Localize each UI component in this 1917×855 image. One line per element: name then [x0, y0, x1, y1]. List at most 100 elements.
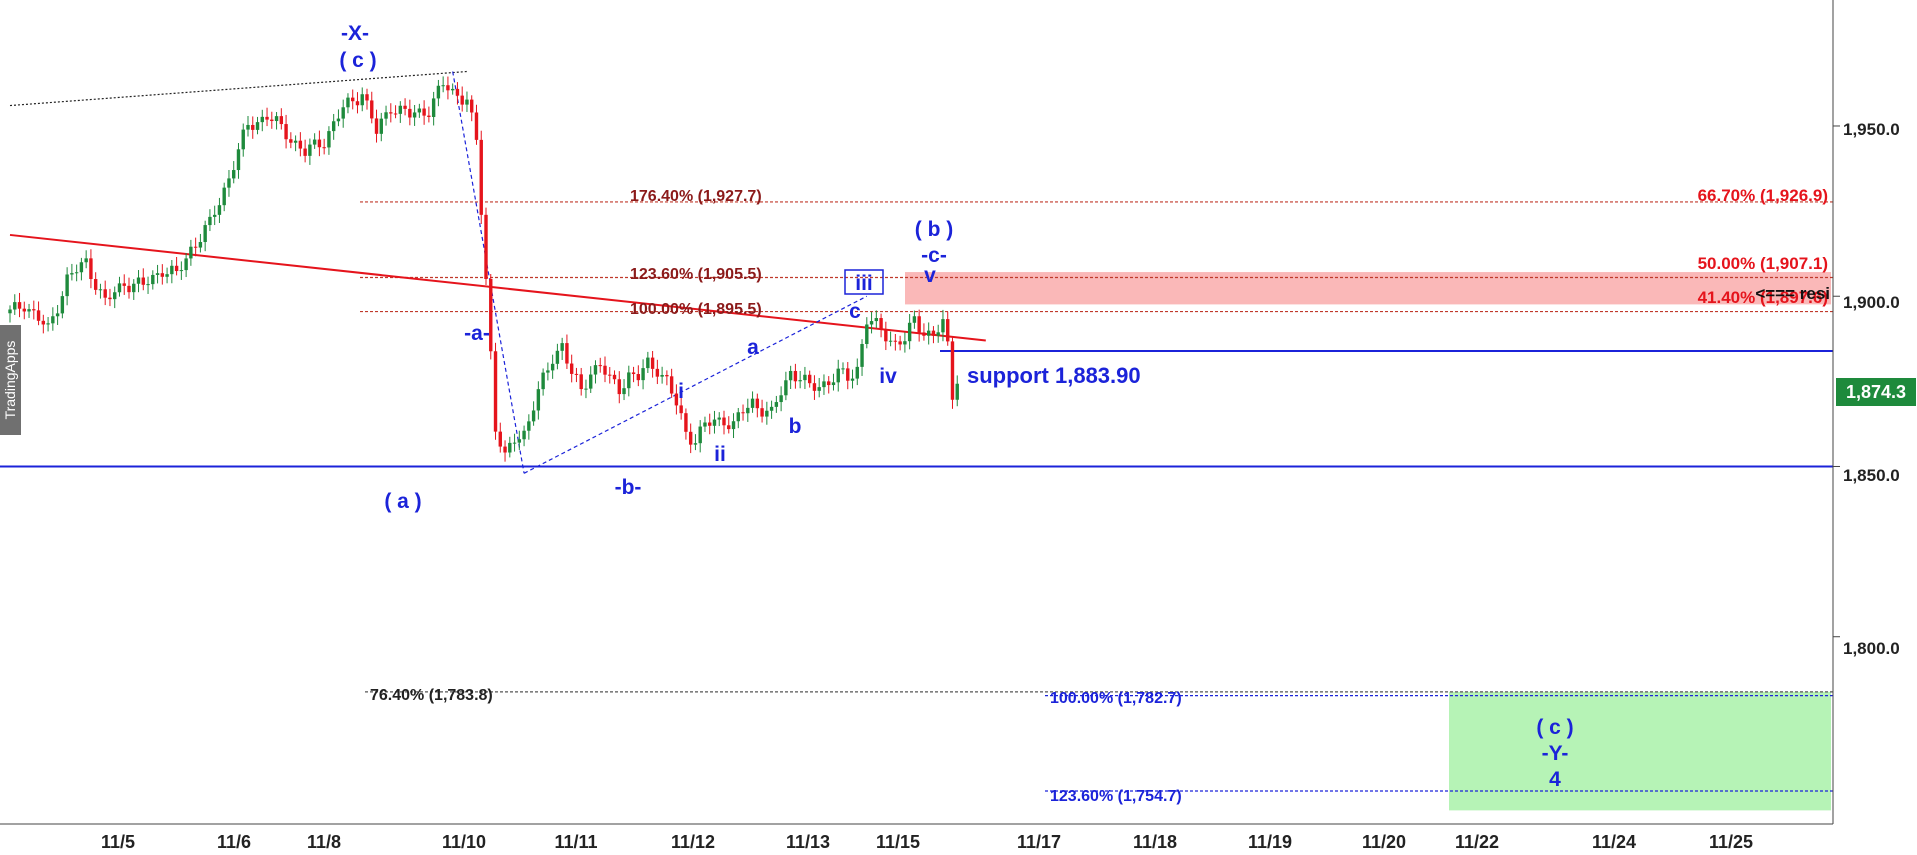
candle-body	[660, 374, 664, 377]
y-tick-label-1900: 1,900.0	[1843, 293, 1900, 312]
candle-body	[70, 273, 74, 275]
candle-body	[189, 246, 193, 259]
candle-body	[698, 426, 702, 444]
candle-body	[631, 372, 636, 375]
candle-body	[893, 340, 898, 342]
candle-body	[655, 368, 660, 377]
x-tick-label: 11/6	[217, 832, 251, 852]
candle-body	[360, 94, 364, 106]
wave-label-c-paren-target: ( c )	[1536, 716, 1573, 739]
candle-body	[641, 368, 645, 381]
candle-body	[51, 316, 55, 324]
candle-body	[284, 124, 288, 140]
candle-body	[222, 187, 226, 206]
y-axis-ticks	[1833, 125, 1840, 638]
candle-body	[298, 140, 303, 149]
candle-body	[803, 374, 807, 381]
candle-body	[565, 343, 569, 364]
candle-body	[746, 407, 750, 414]
candle-body	[127, 285, 131, 293]
candle-body	[308, 144, 312, 156]
watermark-text: TradingApps	[2, 341, 18, 420]
candle-body	[179, 270, 184, 272]
candle-body	[36, 310, 41, 321]
candle-body	[117, 283, 122, 293]
candle-body	[212, 214, 217, 217]
candle-body	[708, 422, 712, 426]
wave-label-c-small: c	[849, 300, 861, 323]
candle-body	[769, 406, 774, 411]
candle-body	[374, 118, 379, 134]
candle-body	[841, 368, 845, 370]
candle-body	[669, 376, 674, 394]
candle-body	[903, 341, 907, 345]
candle-body	[227, 178, 231, 188]
wave-label-a-small: a	[747, 336, 759, 359]
candle-body	[379, 118, 383, 134]
candle-body	[384, 112, 388, 119]
fib-label-667: 66.70% (1,926.9)	[1698, 186, 1828, 205]
fib-label-1236: 123.60% (1,905.5)	[630, 266, 762, 283]
candle-body	[860, 343, 864, 367]
candle-body	[370, 100, 374, 119]
candle-body	[103, 289, 107, 298]
candle-body	[341, 107, 345, 119]
candle-body	[17, 302, 22, 309]
candle-body	[317, 139, 322, 148]
watermark-tab	[0, 325, 21, 435]
candle-body	[898, 341, 902, 345]
candle-body	[322, 147, 326, 149]
candle-body	[55, 313, 60, 317]
candle-body	[351, 97, 355, 102]
candle-body	[636, 374, 641, 381]
candle-body	[598, 365, 602, 367]
wave-label-b-minor: -b-	[615, 476, 642, 499]
candle-body	[508, 442, 512, 453]
candle-body	[89, 258, 93, 280]
candle-body	[193, 246, 198, 248]
candle-body	[417, 108, 422, 113]
candle-body	[389, 112, 393, 114]
candle-body	[255, 122, 260, 130]
candle-body	[874, 318, 879, 322]
candle-body	[260, 116, 264, 123]
candle-body	[817, 387, 821, 391]
candle-body	[574, 373, 579, 375]
candle-body	[170, 265, 174, 275]
x-tick-label: 11/18	[1133, 832, 1177, 852]
wave-label-a-minor: -a-	[464, 322, 490, 345]
candle-body	[431, 98, 436, 117]
last-price-label: 1,874.3	[1846, 382, 1906, 402]
candle-body	[527, 421, 531, 431]
candle-body	[784, 380, 788, 396]
candle-body	[741, 412, 745, 414]
candle-body	[136, 277, 141, 284]
candle-body	[336, 118, 341, 122]
candle-body	[888, 340, 893, 342]
candle-body	[788, 370, 793, 381]
candle-body	[365, 94, 369, 101]
candle-body	[246, 124, 250, 130]
candle-body	[946, 319, 950, 342]
candle-body	[108, 297, 112, 300]
candle-body	[455, 88, 460, 96]
candle-body	[774, 402, 779, 407]
x-tick-label: 11/24	[1592, 832, 1636, 852]
wave-label-ii: ii	[714, 443, 726, 466]
candle-body	[950, 341, 955, 400]
candle-body	[422, 108, 426, 116]
candle-body	[612, 374, 617, 380]
fib-label-100: 100.00% (1,895.5)	[630, 301, 762, 318]
candle-body	[303, 148, 307, 156]
candle-body	[569, 363, 574, 374]
candle-body	[531, 410, 536, 422]
candle-body	[312, 139, 317, 145]
fib-label-target-100: 100.00% (1,782.7)	[1050, 690, 1182, 707]
candle-body	[622, 388, 626, 395]
candle-body	[941, 319, 945, 333]
candle-body	[427, 115, 431, 117]
candle-body	[331, 121, 336, 132]
candle-body	[712, 419, 717, 426]
candle-body	[836, 368, 840, 383]
candle-body	[617, 379, 621, 395]
